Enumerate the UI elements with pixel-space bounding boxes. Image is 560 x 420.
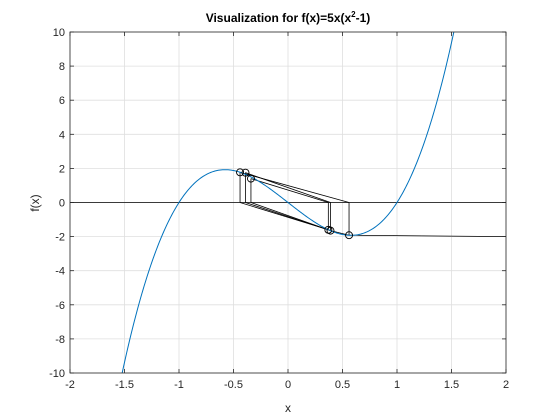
y-tick-label: -6 [55,300,65,312]
x-tick-label: 2 [503,379,509,391]
y-tick-label: 10 [53,27,65,39]
chart-title: Visualization for f(x)=5x(x2-1) [206,10,371,25]
y-tick-label: 6 [59,95,65,107]
y-axis-label: f(x) [28,194,42,211]
x-tick-label: 1 [394,379,400,391]
plot-area [70,32,506,373]
y-tick-label: 4 [59,129,65,141]
y-tick-label: -8 [55,334,65,346]
title-superscript: 2 [351,10,356,19]
construction-line [250,178,329,203]
function-curve [121,32,455,373]
y-tick-label: 0 [59,198,65,210]
x-tick-label: -1 [174,379,184,391]
iteration-point [246,174,255,183]
x-tick-label: 0 [285,379,291,391]
iteration-point [241,168,250,177]
iteration-point [236,168,244,177]
x-tick-label: -0.5 [224,379,243,391]
iteration-point [326,226,335,235]
construction-line [250,202,331,232]
x-tick-label: -2 [65,379,75,391]
y-tick-label: -10 [49,368,65,380]
x-tick-label: 0.5 [335,379,350,391]
construction-line [349,234,506,237]
y-tick-label: 8 [59,61,65,73]
construction-line [245,172,331,203]
ticks: -2 -1.5 -1 -0.5 0 0.5 1 1.5 2 -10 -8 -6 -4 -2 0 2 4 6 8 10 [49,27,509,391]
y-tick-label: -4 [55,266,65,278]
y-tick-label: -2 [55,232,65,244]
iteration-point [345,231,353,240]
x-axis-label: x [285,401,291,415]
title-suffix: -1) [356,11,371,25]
title-prefix: Visualization for f(x)=5x(x [206,11,352,25]
y-tick-label: 2 [59,163,65,175]
x-tick-label: -1.5 [115,379,134,391]
x-tick-label: 1.5 [444,379,459,391]
